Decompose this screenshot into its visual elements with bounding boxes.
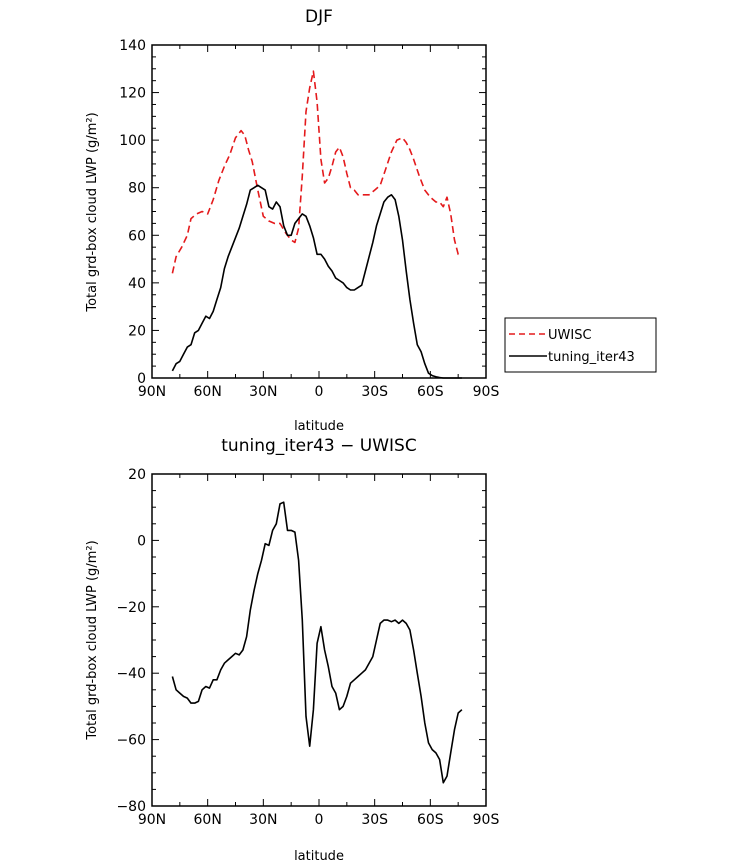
y-tick-label: 120 [119, 86, 146, 102]
y-axis-label: Total grd-box cloud LWP (g/m²) [85, 540, 100, 740]
chart-panel-difference: tuning_iter43 − UWISC Total grd-box clou… [85, 436, 499, 864]
legend-label-uwisc: UWISC [548, 328, 592, 343]
series-line-tuning-iter43 [171, 184, 462, 379]
x-tick-label: 0 [315, 384, 324, 400]
y-axis-label: Total grd-box cloud LWP (g/m²) [85, 112, 100, 312]
y-tick-label: 0 [137, 371, 146, 387]
x-tick-label: 90N [138, 812, 166, 828]
legend-label-tuning-iter43: tuning_iter43 [548, 350, 635, 365]
x-axis-label: latitude [294, 849, 344, 864]
x-tick-label: 90S [473, 812, 500, 828]
x-tick-label: 30N [249, 384, 277, 400]
x-tick-label: 60S [417, 812, 444, 828]
y-tick-label: 80 [128, 181, 146, 197]
chart-title: DJF [305, 7, 333, 27]
x-tick-label: 60N [194, 384, 222, 400]
y-tick-label: −40 [116, 666, 146, 682]
y-tick-label: −80 [116, 799, 146, 815]
x-tick-label: 30S [361, 384, 388, 400]
y-tick-label: −60 [116, 733, 146, 749]
y-tick-label: 0 [137, 533, 146, 549]
legend: UWISC tuning_iter43 [504, 317, 657, 373]
y-tick-label: 20 [128, 323, 146, 339]
x-tick-label: 60S [417, 384, 444, 400]
plot-frame [151, 473, 487, 807]
y-tick-label: 100 [119, 133, 146, 149]
legend-box [504, 317, 657, 373]
y-tick-label: −20 [116, 600, 146, 616]
x-tick-label: 90N [138, 384, 166, 400]
y-tick-label: 140 [119, 38, 146, 54]
y-tick-label: 60 [128, 228, 146, 244]
x-tick-label: 30N [249, 812, 277, 828]
series-line-difference [171, 501, 463, 784]
x-tick-label: 30S [361, 812, 388, 828]
x-tick-label: 90S [473, 384, 500, 400]
x-tick-label: 60N [194, 812, 222, 828]
chart-panel-djf: DJF Total grd-box cloud LWP (g/m²) latit… [85, 7, 657, 434]
x-axis-label: latitude [294, 419, 344, 434]
y-tick-label: 20 [128, 467, 146, 483]
x-tick-label: 0 [315, 812, 324, 828]
series-line-uwisc [171, 70, 462, 274]
y-tick-label: 40 [128, 276, 146, 292]
plot-frame [151, 44, 487, 379]
chart-title: tuning_iter43 − UWISC [221, 436, 416, 456]
